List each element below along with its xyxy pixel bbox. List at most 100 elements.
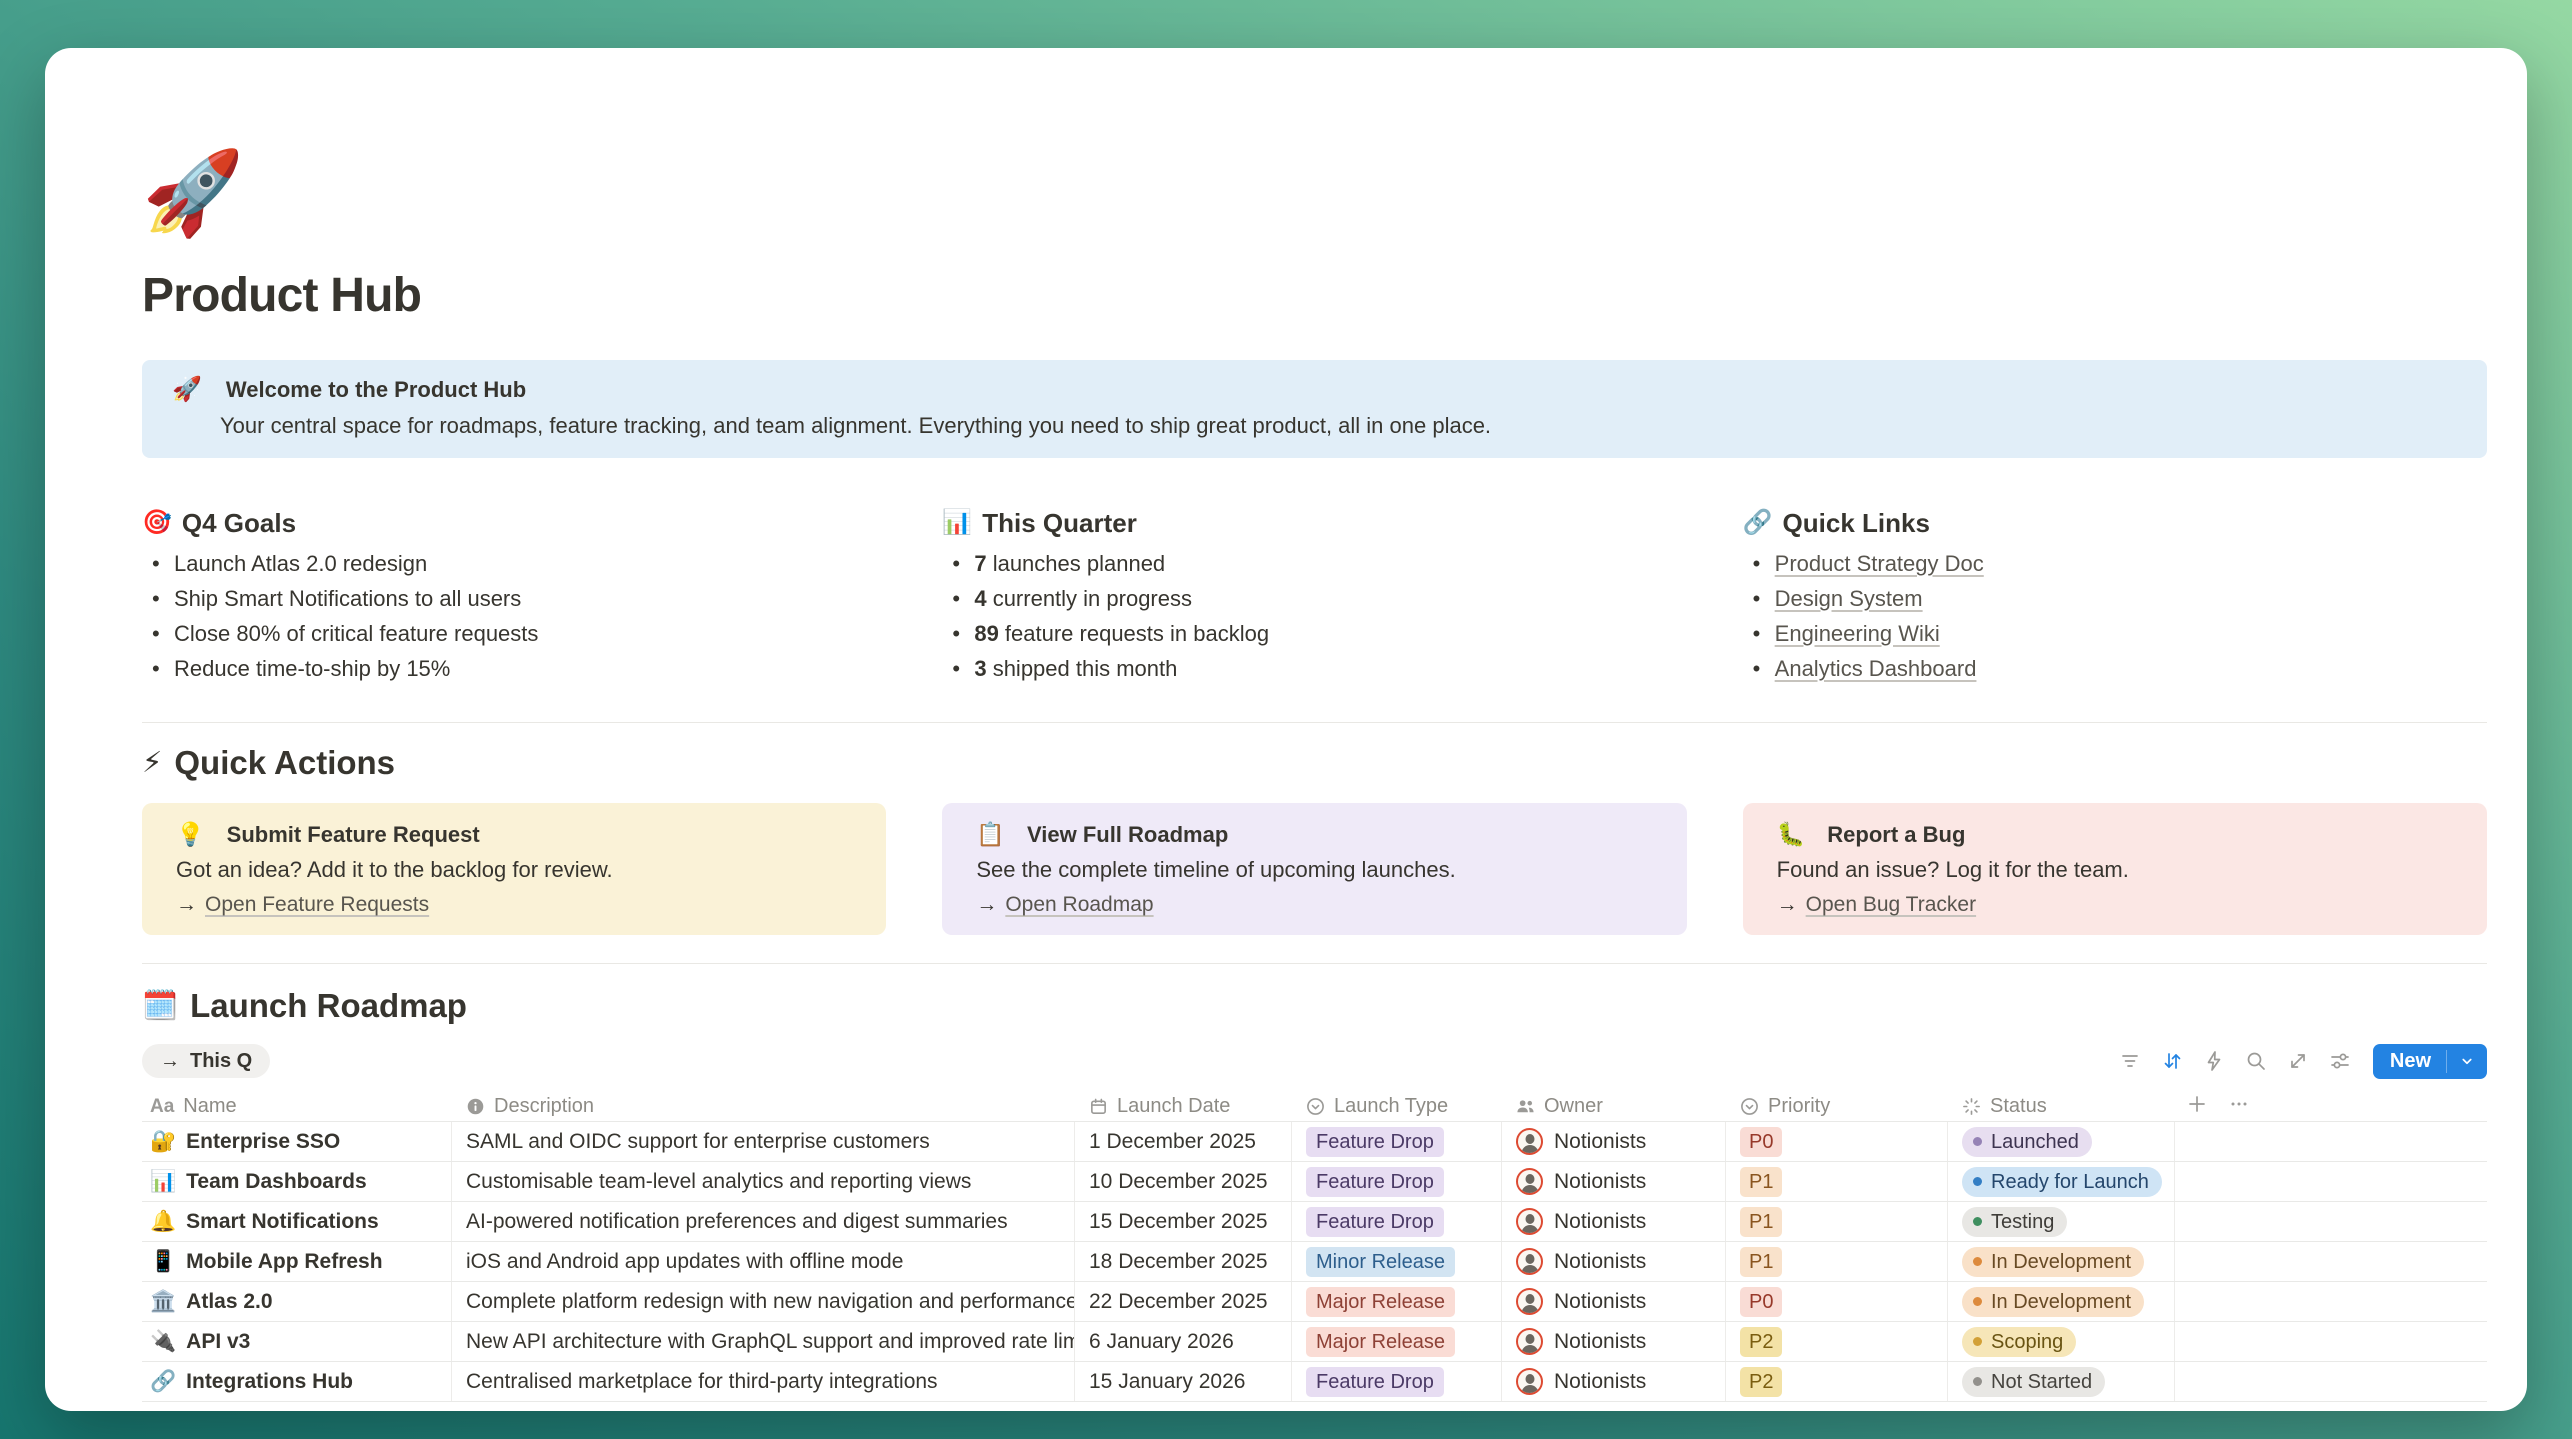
launch-roadmap-table: Aa Name Description Launch Date Launch Ty…	[142, 1092, 2487, 1402]
row-description[interactable]: iOS and Android app updates with offline…	[452, 1242, 1075, 1281]
open-bug-tracker-link[interactable]: Open Bug Tracker	[1805, 893, 1977, 916]
column-this-quarter: 📊 This Quarter 7 launches planned 4 curr…	[942, 508, 1686, 686]
table-row[interactable]: 🔐 Enterprise SSO SAML and OIDC support fo…	[142, 1122, 2487, 1162]
list-item: 89 feature requests in backlog	[942, 616, 1686, 651]
add-column-button[interactable]	[2187, 1094, 2207, 1119]
card-report-a-bug: 🐛 Report a Bug Found an issue? Log it fo…	[1742, 803, 2487, 935]
expand-icon[interactable]	[2281, 1044, 2315, 1078]
new-button[interactable]: New	[2372, 1043, 2487, 1079]
filter-icon[interactable]	[2113, 1044, 2147, 1078]
link-analytics-dashboard[interactable]: Analytics Dashboard	[1774, 656, 1977, 681]
link-product-strategy-doc[interactable]: Product Strategy Doc	[1774, 551, 1984, 576]
row-launch-date[interactable]: 6 January 2026	[1075, 1322, 1292, 1361]
row-description[interactable]: SAML and OIDC support for enterprise cus…	[452, 1122, 1075, 1161]
owner-avatar	[1516, 1288, 1543, 1315]
this-quarter-title: This Quarter	[982, 508, 1137, 538]
table-row[interactable]: 🔗 Integrations Hub Centralised marketplac…	[142, 1362, 2487, 1402]
column-header-launch-date[interactable]: Launch Date	[1075, 1092, 1292, 1121]
row-launch-date[interactable]: 18 December 2025	[1075, 1242, 1292, 1281]
owner-name: Notionists	[1554, 1169, 1647, 1193]
row-launch-date[interactable]: 15 December 2025	[1075, 1202, 1292, 1241]
text-icon: Aa	[150, 1096, 175, 1117]
launch-type-tag: Major Release	[1306, 1326, 1455, 1357]
row-launch-date[interactable]: 10 December 2025	[1075, 1162, 1292, 1201]
arrow-icon: →	[176, 893, 197, 916]
owner-avatar	[1516, 1208, 1543, 1235]
row-description[interactable]: AI-powered notification preferences and …	[452, 1202, 1075, 1241]
launch-type-tag: Feature Drop	[1306, 1126, 1444, 1157]
table-row[interactable]: 🔌 API v3 New API architecture with GraphQ…	[142, 1322, 2487, 1362]
button-divider	[2446, 1049, 2447, 1073]
bulb-icon: 💡	[176, 821, 205, 847]
table-row[interactable]: 📱 Mobile App Refresh iOS and Android app …	[142, 1242, 2487, 1282]
people-icon	[1517, 1100, 1534, 1113]
q4-goals-title: Q4 Goals	[181, 508, 297, 538]
page-icon[interactable]: 🚀	[142, 148, 245, 239]
arrow-icon: →	[160, 1049, 180, 1072]
row-description[interactable]: Complete platform redesign with new navi…	[452, 1282, 1075, 1321]
priority-tag: P2	[1740, 1326, 1783, 1357]
column-header-name[interactable]: Aa Name	[150, 1095, 237, 1117]
card-submit-feature-request: 💡 Submit Feature Request Got an idea? Ad…	[142, 803, 887, 935]
owner-avatar	[1516, 1168, 1543, 1195]
open-feature-requests-link[interactable]: Open Feature Requests	[205, 893, 430, 916]
calendar-icon	[1091, 1098, 1106, 1114]
card-description: See the complete timeline of upcoming la…	[976, 857, 1456, 882]
column-header-priority[interactable]: Priority	[1726, 1092, 1948, 1121]
row-name: Atlas 2.0	[186, 1289, 273, 1313]
card-title: View Full Roadmap	[1026, 821, 1229, 847]
select-icon	[1307, 1098, 1324, 1115]
page-title[interactable]: Product Hub	[142, 269, 422, 322]
divider	[142, 963, 2487, 964]
status-tag: Testing	[1962, 1206, 2068, 1237]
status-tag: Launched	[1962, 1126, 2092, 1157]
list-item: 7 launches planned	[942, 546, 1686, 581]
column-header-status[interactable]: Status	[1948, 1092, 2175, 1121]
owner-name: Notionists	[1554, 1289, 1647, 1313]
open-roadmap-link[interactable]: Open Roadmap	[1005, 893, 1154, 916]
view-tab-this-q[interactable]: → This Q	[142, 1044, 271, 1078]
table-row[interactable]: 🔔 Smart Notifications AI-powered notifica…	[142, 1202, 2487, 1242]
row-launch-date[interactable]: 1 December 2025	[1075, 1122, 1292, 1161]
card-title: Report a Bug	[1827, 821, 1966, 847]
table-row[interactable]: 📊 Team Dashboards Customisable team-level…	[142, 1162, 2487, 1202]
ellipsis-icon	[2231, 1102, 2247, 1106]
column-q4-goals: 🎯 Q4 Goals Launch Atlas 2.0 redesign Shi…	[142, 508, 886, 686]
row-description[interactable]: Customisable team-level analytics and re…	[452, 1162, 1075, 1201]
settings-icon[interactable]	[2323, 1044, 2357, 1078]
column-header-launch-type[interactable]: Launch Type	[1292, 1092, 1502, 1121]
page-card: 🚀 Product Hub 🚀 Welcome to the Product H…	[45, 48, 2527, 1411]
list-item: 3 shipped this month	[942, 651, 1686, 686]
row-description[interactable]: Centralised marketplace for third-party …	[452, 1362, 1075, 1401]
clipboard-icon: 📋	[976, 821, 1005, 847]
row-launch-date[interactable]: 22 December 2025	[1075, 1282, 1292, 1321]
link-icon: 🔗	[1742, 509, 1773, 536]
owner-name: Notionists	[1554, 1369, 1647, 1393]
column-header-description[interactable]: Description	[452, 1092, 1075, 1121]
row-launch-date[interactable]: 15 January 2026	[1075, 1362, 1292, 1401]
table-options-button[interactable]	[2229, 1094, 2249, 1119]
sort-icon[interactable]	[2155, 1044, 2189, 1078]
list-item: Reduce time-to-ship by 15%	[142, 651, 886, 686]
row-name: Integrations Hub	[186, 1369, 353, 1393]
link-icon: 🔗	[150, 1369, 177, 1393]
status-spinner-icon	[1963, 1098, 1980, 1115]
owner-avatar	[1516, 1368, 1543, 1395]
chevron-down-icon[interactable]	[2447, 1044, 2487, 1079]
search-icon[interactable]	[2239, 1044, 2273, 1078]
column-header-owner[interactable]: Owner	[1502, 1092, 1726, 1121]
zap-icon[interactable]	[2197, 1044, 2231, 1078]
owner-name: Notionists	[1554, 1329, 1647, 1353]
row-name: Team Dashboards	[186, 1169, 367, 1193]
launch-roadmap-title: Launch Roadmap	[190, 987, 467, 1024]
link-design-system[interactable]: Design System	[1774, 586, 1923, 611]
table-row[interactable]: 🏛️ Atlas 2.0 Complete platform redesign w…	[142, 1282, 2487, 1322]
priority-tag: P0	[1740, 1286, 1783, 1317]
plug-icon: 🔌	[150, 1329, 177, 1353]
row-description[interactable]: New API architecture with GraphQL suppor…	[452, 1322, 1075, 1361]
lock-icon: 🔐	[150, 1129, 177, 1153]
link-engineering-wiki[interactable]: Engineering Wiki	[1774, 621, 1940, 646]
plus-icon	[2189, 1096, 2205, 1112]
launch-type-tag: Feature Drop	[1306, 1366, 1444, 1397]
launch-type-tag: Major Release	[1306, 1286, 1455, 1317]
